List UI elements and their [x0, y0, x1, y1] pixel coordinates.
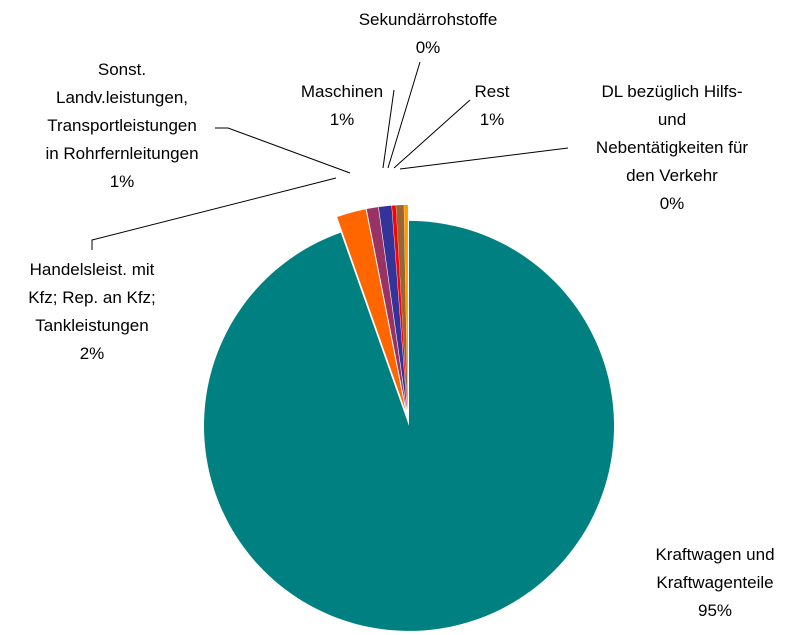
pie-slice [337, 209, 406, 411]
value-label: 0% [659, 194, 685, 213]
slice-label: Sekundärrohstoffe [358, 10, 498, 29]
leader-line [382, 89, 395, 169]
leader-line [215, 127, 351, 174]
value-label: 1% [479, 110, 505, 129]
pie-slice [396, 205, 408, 411]
pie-slice [204, 220, 615, 631]
pie-slice [391, 205, 408, 411]
value-label: 2% [79, 344, 105, 363]
leader-line [387, 61, 421, 169]
value-label: 0% [415, 38, 441, 57]
leader-line [393, 99, 471, 169]
pie-slice [366, 207, 407, 411]
slice-label: Kraftwagen und Kraftwagenteile [655, 545, 775, 592]
value-label: 95% [697, 601, 733, 620]
slice-label: Rest [474, 82, 510, 101]
pie-slice [378, 205, 407, 411]
value-label: 1% [109, 172, 135, 191]
leader-line [91, 177, 337, 250]
slice-label: Maschinen [300, 82, 384, 101]
leader-line [399, 147, 569, 170]
slice-label: Handelsleist. mit Kfz; Rep. an Kfz; Tank… [28, 260, 156, 335]
pie-slice [404, 205, 408, 411]
slice-label: DL bezüglich Hilfs- und Nebentätigkeiten… [595, 82, 749, 185]
slice-label: Sonst. Landv.leistungen, Transportleistu… [45, 60, 199, 163]
value-label: 1% [329, 110, 355, 129]
